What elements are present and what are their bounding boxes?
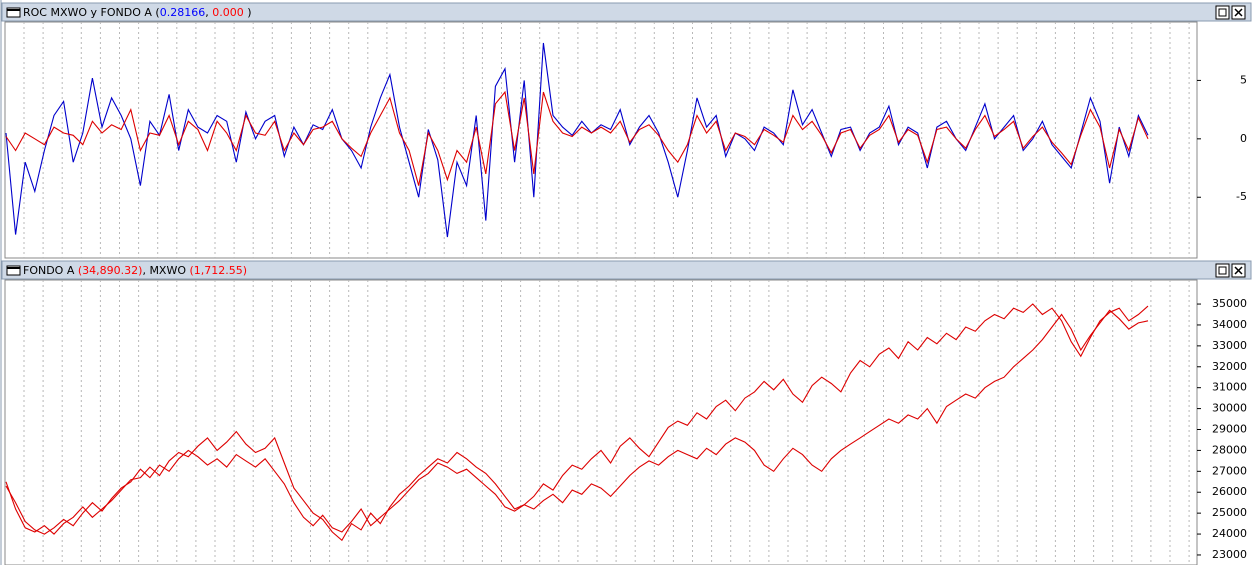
y-tick-label: 31000 bbox=[1212, 381, 1247, 394]
y-tick-label: 30000 bbox=[1212, 402, 1247, 415]
y-tick-label: 34000 bbox=[1212, 318, 1247, 331]
title-part: FONDO A bbox=[23, 264, 78, 277]
title-part: (1,712.55) bbox=[190, 264, 248, 277]
series-line bbox=[5, 90, 1149, 186]
y-tick-label: 24000 bbox=[1212, 527, 1247, 540]
y-tick-label: -5 bbox=[1236, 190, 1247, 203]
y-tick-label: 23000 bbox=[1212, 548, 1247, 561]
plot-area bbox=[4, 279, 1198, 565]
y-tick-label: 29000 bbox=[1212, 423, 1247, 436]
panel-header bbox=[1, 260, 1252, 280]
maximize-button[interactable] bbox=[1215, 263, 1230, 278]
y-tick-label: 28000 bbox=[1212, 443, 1247, 456]
y-tick-label: 25000 bbox=[1212, 506, 1247, 519]
y-tick-label: 0 bbox=[1240, 132, 1247, 145]
y-tick-label: 26000 bbox=[1212, 485, 1247, 498]
title-part: (34,890.32) bbox=[78, 264, 143, 277]
close-icon bbox=[1234, 266, 1243, 275]
series-line bbox=[5, 303, 1149, 542]
maximize-icon bbox=[1218, 266, 1227, 275]
window-icon bbox=[6, 265, 21, 276]
y-tick-label: 33000 bbox=[1212, 339, 1247, 352]
panel-title: FONDO A (34,890.32), MXWO (1,712.55) bbox=[23, 264, 247, 277]
panel-title: ROC MXWO y FONDO A (0.28166, 0.000 ) bbox=[23, 6, 252, 19]
y-tick-label: 35000 bbox=[1212, 297, 1247, 310]
y-tick-label: 27000 bbox=[1212, 464, 1247, 477]
y-tick-label: 32000 bbox=[1212, 360, 1247, 373]
title-part: , bbox=[205, 6, 212, 19]
window-icon bbox=[6, 7, 21, 18]
maximize-button[interactable] bbox=[1215, 5, 1230, 20]
close-icon bbox=[1234, 8, 1243, 17]
title-part: 0.28166 bbox=[160, 6, 206, 19]
plot-area bbox=[4, 21, 1198, 259]
title-part: 0.000 bbox=[212, 6, 244, 19]
title-part: ROC MXWO y FONDO A ( bbox=[23, 6, 160, 19]
y-tick-label: 5 bbox=[1240, 73, 1247, 86]
maximize-icon bbox=[1218, 8, 1227, 17]
title-part: ) bbox=[244, 6, 252, 19]
panel-header bbox=[1, 2, 1252, 22]
title-part: , MXWO bbox=[142, 264, 189, 277]
series-line bbox=[5, 309, 1149, 535]
